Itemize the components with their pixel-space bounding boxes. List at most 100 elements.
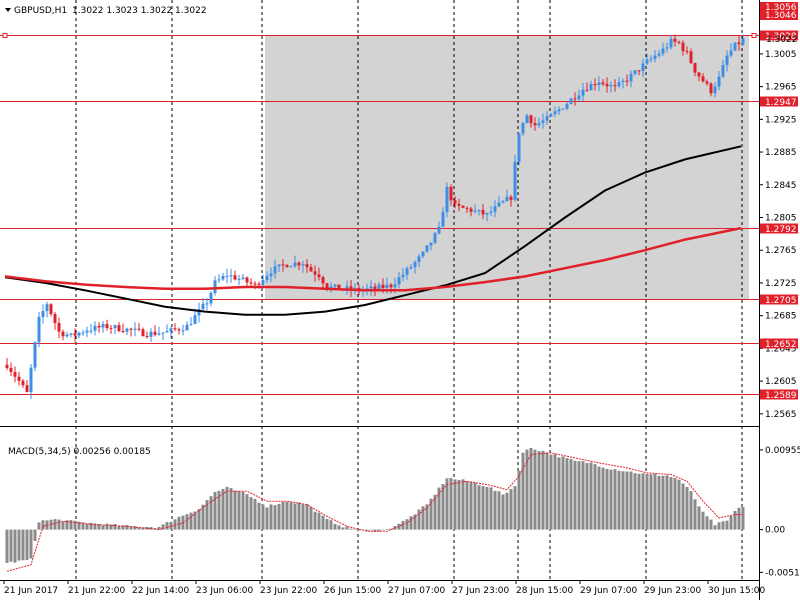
candle-body-68	[277, 264, 281, 267]
candle-body-120	[485, 213, 489, 215]
candle-body-107	[433, 233, 437, 243]
candle-body-178	[717, 76, 721, 87]
macd-bar-158	[637, 473, 641, 530]
candle-body-15	[65, 334, 69, 337]
macd-bar-17	[73, 520, 77, 530]
candle-body-181	[729, 50, 733, 56]
candle-body-8	[37, 316, 41, 343]
candle-body-179	[721, 64, 725, 77]
macd-bar-41	[169, 521, 173, 530]
horizontal-levels[interactable]	[0, 33, 760, 395]
macd-bar-114	[461, 479, 465, 530]
price-tick-label-1: 1.2965	[765, 83, 797, 93]
candle-body-110	[445, 186, 449, 212]
macd-bar-86	[349, 528, 353, 530]
candle-body-123	[497, 202, 501, 207]
candle-body-26	[109, 327, 113, 329]
candle-body-79	[321, 277, 325, 284]
candle-body-55	[225, 275, 229, 277]
highlight-range[interactable]	[265, 35, 749, 300]
macd-bar-151	[609, 469, 613, 530]
dropdown-triangle-icon[interactable]	[5, 8, 11, 12]
macd-bar-72	[293, 503, 297, 530]
macd-bar-38	[157, 526, 161, 530]
candle-body-94	[381, 284, 385, 289]
macd-bar-31	[129, 526, 133, 530]
macd-bar-149	[601, 467, 605, 530]
macd-bar-23	[97, 524, 101, 530]
macd-bar-166	[669, 477, 673, 530]
macd-bar-104	[421, 506, 425, 530]
macd-bar-94	[381, 529, 385, 531]
candle-body-64	[261, 279, 265, 285]
macd-bar-111	[449, 478, 453, 530]
candle-body-92	[373, 286, 377, 290]
price-tick-label-10: 1.2605	[765, 377, 797, 387]
macd-bar-59	[241, 492, 245, 530]
candle-body-69	[281, 264, 285, 266]
candle-body-21	[89, 330, 93, 332]
macd-bar-160	[645, 473, 649, 530]
macd-bar-64	[261, 504, 265, 530]
line-anchor-left[interactable]	[2, 33, 8, 38]
candle-body-62	[253, 283, 257, 285]
macd-bar-54	[221, 488, 225, 530]
candle-body-177	[713, 86, 717, 94]
candle-body-183	[737, 42, 741, 45]
candle-body-171	[689, 51, 693, 64]
candle-body-131	[529, 115, 533, 124]
candle-body-59	[241, 277, 245, 279]
candle-body-16	[69, 333, 73, 335]
candle-body-60	[245, 277, 249, 283]
candle-body-76	[309, 267, 313, 272]
candle-body-115	[465, 207, 469, 209]
candle-body-86	[349, 286, 353, 290]
candle-body-128	[517, 133, 521, 162]
macd-bar-24	[101, 525, 105, 530]
candle-body-93	[377, 284, 381, 290]
candle-body-155	[625, 80, 629, 82]
candle-body-102	[413, 261, 417, 268]
macd-bar-148	[597, 466, 601, 530]
candle-body-138	[557, 109, 561, 112]
candle-body-152	[613, 85, 617, 87]
time-tick-label-11: 30 Jun 15:00	[708, 586, 765, 596]
macd-bar-124	[501, 494, 505, 530]
macd-bar-3	[17, 529, 21, 561]
candle-body-127	[513, 161, 517, 200]
candle-body-66	[269, 273, 273, 277]
macd-bar-78	[317, 512, 321, 530]
time-tick-label-10: 29 Jun 23:00	[644, 586, 701, 596]
macd-bar-170	[685, 486, 689, 530]
price-tick-label-0: 1.3005	[765, 50, 797, 60]
candle-body-11	[49, 304, 53, 315]
macd-bar-6	[29, 529, 33, 559]
macd-bar-154	[621, 471, 625, 530]
candle-body-173	[697, 72, 701, 77]
candle-body-65	[265, 276, 269, 280]
macd-bar-144	[581, 461, 585, 530]
candle-body-108	[437, 226, 441, 234]
candle-body-24	[101, 324, 105, 328]
candle-body-168	[677, 41, 681, 43]
candle-body-105	[425, 245, 429, 252]
macd-bar-62	[253, 498, 257, 530]
candle-body-176	[709, 83, 713, 94]
macd-bar-96	[389, 528, 393, 530]
macd-bar-172	[693, 499, 697, 530]
macd-bar-181	[729, 516, 733, 530]
macd-bar-63	[257, 502, 261, 530]
candle-body-167	[673, 38, 677, 42]
top-label-2: 1.3046	[765, 11, 797, 21]
candle-body-2	[13, 372, 17, 377]
candle-body-41	[169, 328, 173, 332]
candle-body-116	[469, 208, 473, 212]
candle-body-148	[597, 82, 601, 86]
line-anchor-right[interactable]	[751, 33, 757, 38]
time-tick-label-2: 22 Jun 14:00	[132, 586, 189, 596]
candle-body-45	[185, 324, 189, 331]
candle-body-39	[161, 332, 165, 334]
macd-bar-85	[345, 526, 349, 530]
candle-body-17	[73, 333, 77, 336]
